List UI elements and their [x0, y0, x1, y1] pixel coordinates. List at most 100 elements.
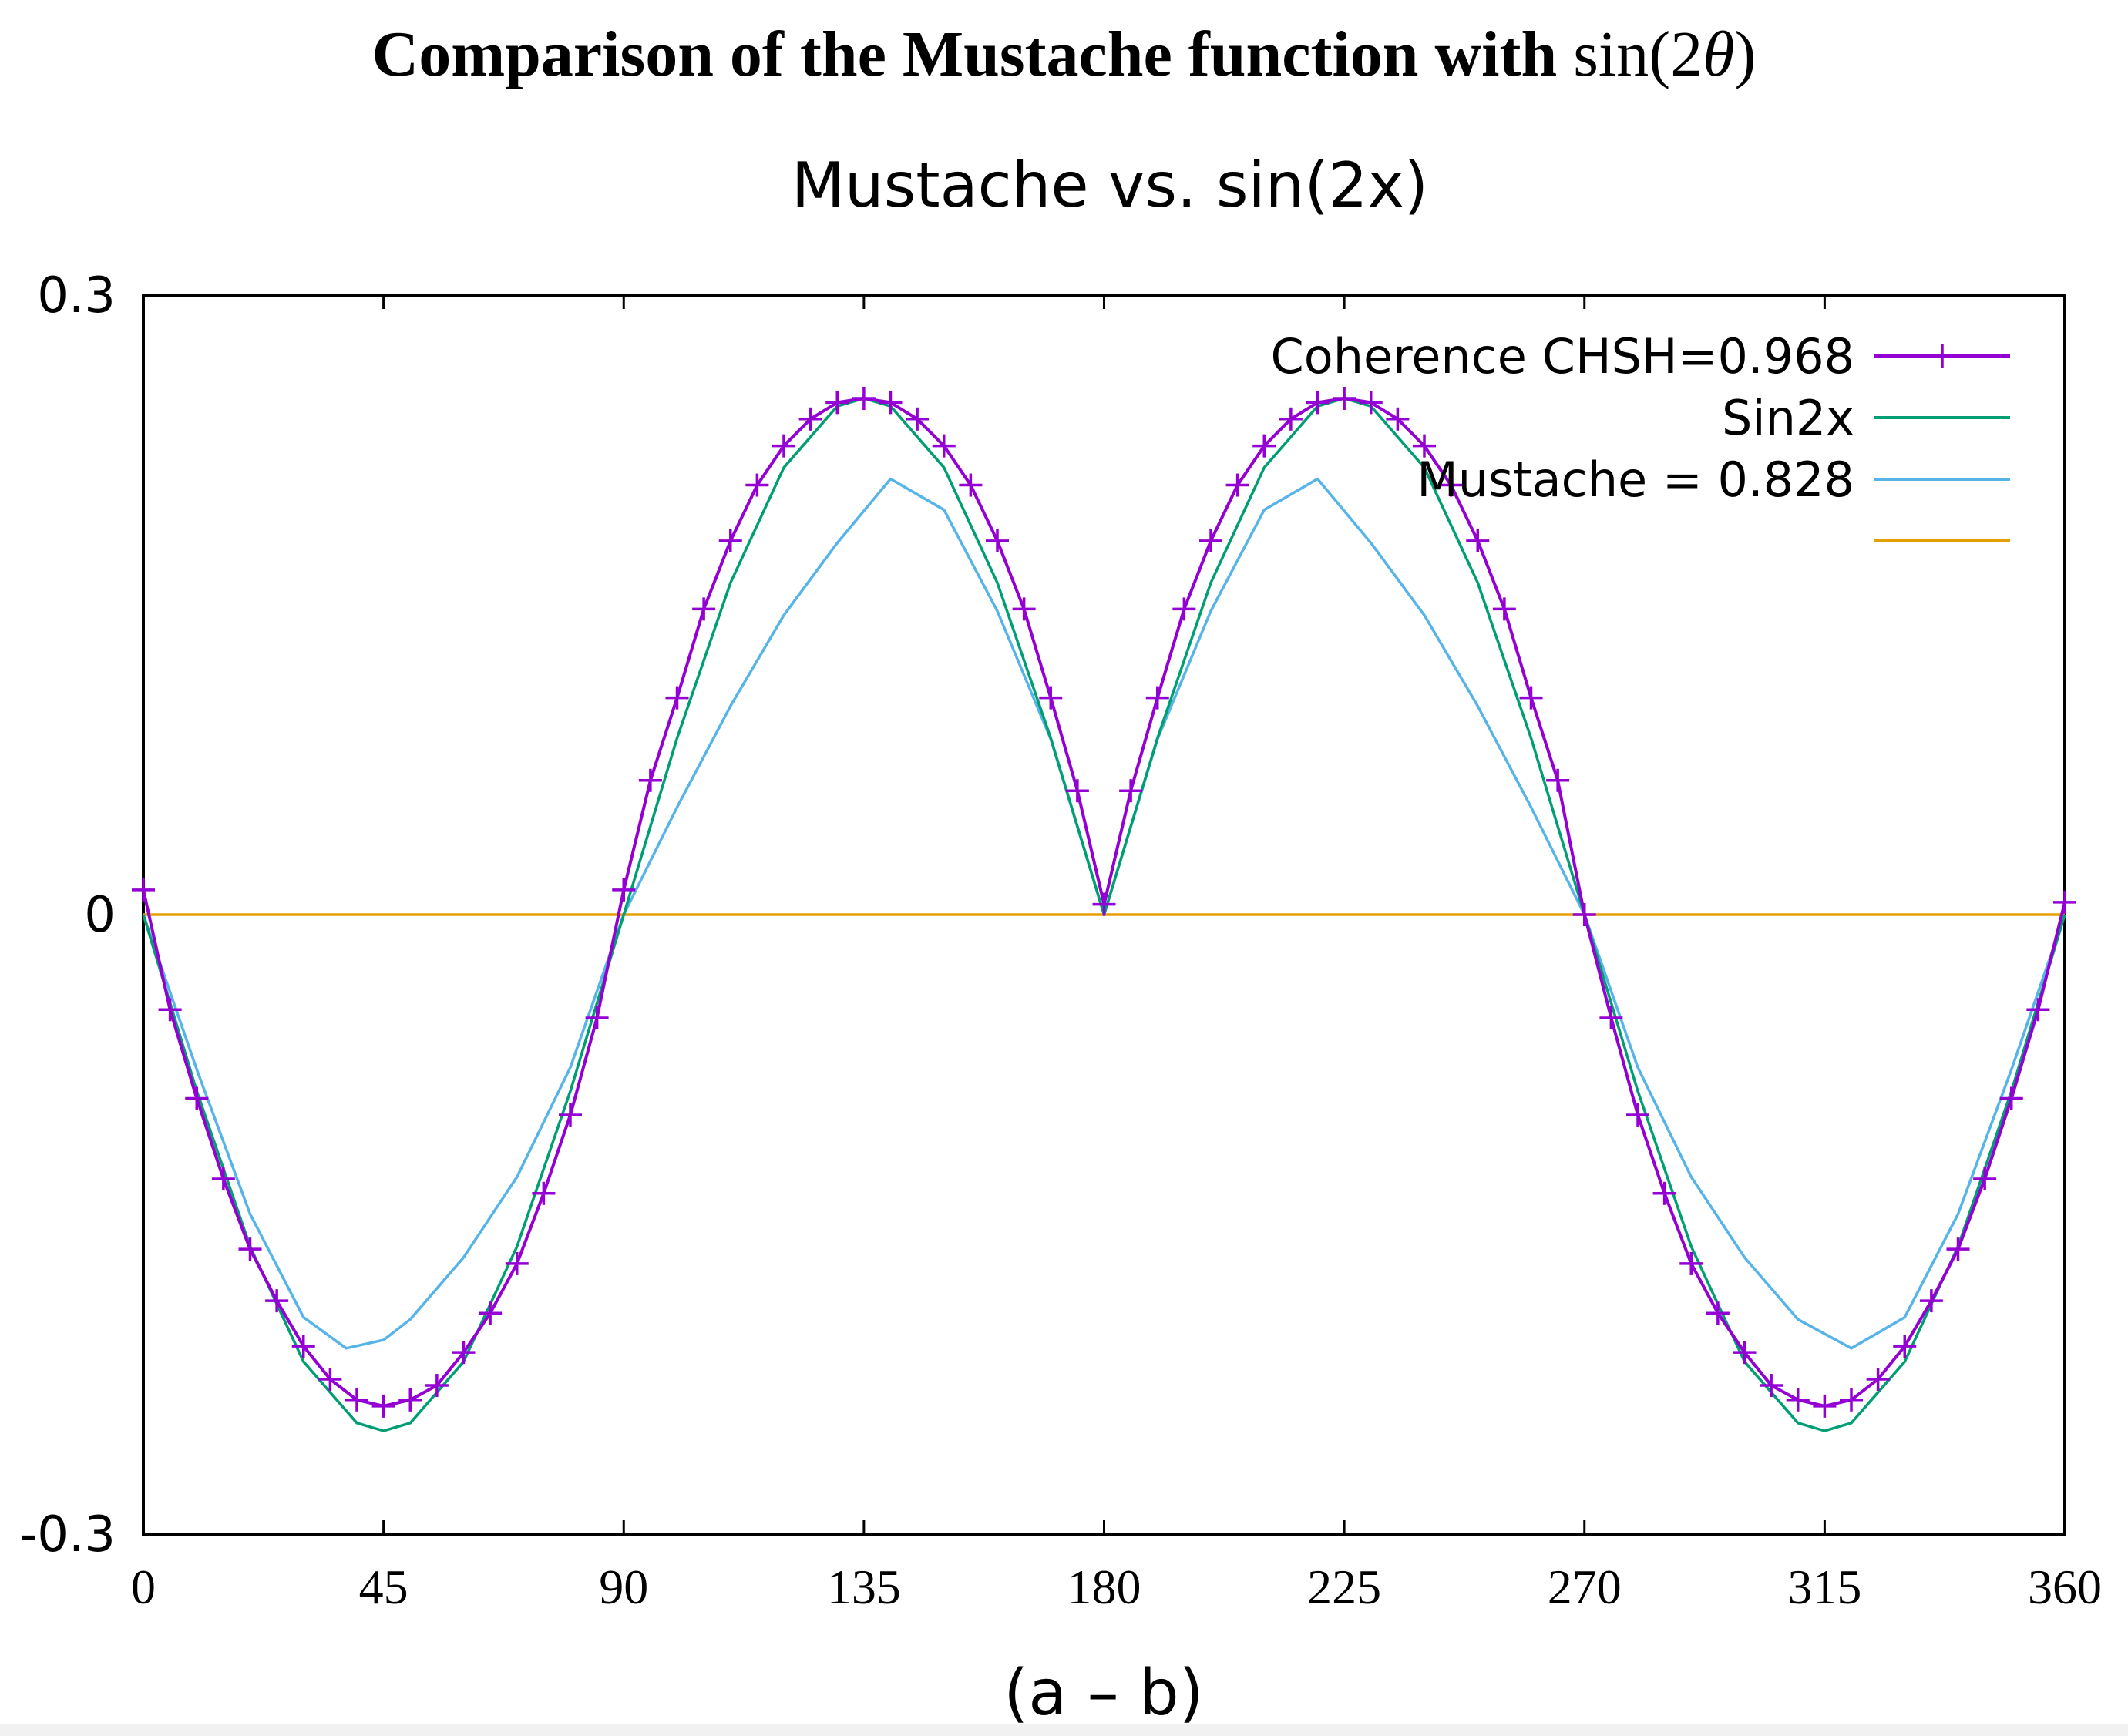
series-point — [158, 998, 182, 1022]
series-point — [559, 1103, 582, 1127]
series-point — [238, 1237, 262, 1261]
series-point — [1306, 391, 1330, 415]
legend: Coherence CHSH=0.968 Sin2x Mustache = 0.82… — [1270, 328, 2010, 542]
series-point — [1199, 529, 1222, 552]
x-tick-label: 180 — [1067, 1560, 1141, 1614]
x-tick-label: 135 — [827, 1560, 901, 1614]
series-point — [1225, 473, 1249, 497]
series-point — [479, 1301, 503, 1325]
series-point — [1866, 1368, 1890, 1391]
legend-label: Coherence CHSH=0.968 — [1270, 328, 1854, 384]
series-point — [906, 407, 930, 431]
series-point — [1999, 1086, 2023, 1110]
series-point — [692, 597, 716, 621]
series-point — [959, 473, 983, 497]
series-point — [2053, 890, 2076, 914]
series-point — [1679, 1251, 1703, 1275]
heading-math-var: θ — [1703, 18, 1735, 90]
series-point — [265, 1289, 289, 1313]
series-point — [1599, 1006, 1623, 1029]
series-point — [1973, 1167, 1997, 1191]
series-point — [772, 434, 795, 458]
markers-layer — [132, 387, 2076, 1418]
series-point — [1813, 1394, 1837, 1418]
series-point — [638, 768, 662, 792]
series-point — [1012, 597, 1036, 621]
x-tick-label: 0 — [131, 1560, 156, 1614]
series-point — [1172, 597, 1196, 621]
legend-label: Sin2x — [1722, 390, 1854, 446]
heading-math-prefix: sin(2 — [1573, 18, 1703, 90]
y-tick-label: 0.3 — [37, 267, 116, 324]
series-point — [986, 529, 1009, 552]
x-axis-label: (a – b) — [1003, 1657, 1203, 1730]
series-point — [852, 387, 876, 410]
series-point — [1386, 407, 1410, 431]
x-tick-label: 225 — [1307, 1560, 1381, 1614]
series-point — [1946, 1237, 1970, 1261]
series-point — [1840, 1388, 1863, 1412]
series-point — [1279, 407, 1303, 431]
ticks-layer: 0 45 90 135 180 225 270 315 360 0.3 0 -0.3 — [19, 267, 2102, 1614]
series-point — [612, 878, 636, 902]
series-point — [1333, 387, 1356, 410]
series-point — [371, 1394, 395, 1418]
series-point — [585, 1006, 609, 1029]
series-point — [665, 686, 689, 710]
series-point — [1145, 686, 1169, 710]
x-tick-label: 360 — [2028, 1560, 2102, 1614]
series-point — [2026, 998, 2050, 1022]
y-tick-label: -0.3 — [19, 1506, 116, 1563]
series-point — [425, 1374, 449, 1398]
series-point — [1733, 1341, 1757, 1365]
series-point — [1706, 1301, 1730, 1325]
series-point — [932, 434, 956, 458]
series-point — [798, 407, 822, 431]
series-point — [1492, 597, 1516, 621]
series-point — [1760, 1374, 1783, 1398]
series-point — [318, 1368, 342, 1391]
series-point — [452, 1341, 476, 1365]
series-point — [132, 878, 155, 902]
series-point — [745, 473, 769, 497]
series-point — [1065, 779, 1089, 803]
chart-title: Mustache vs. sin(2x) — [792, 149, 1428, 221]
y-tick-label: 0 — [84, 887, 116, 944]
heading-math-suffix: ) — [1734, 18, 1757, 90]
series-point — [1786, 1388, 1810, 1412]
figure-heading-text: Comparison of the Mustache function with — [371, 18, 1574, 90]
figure-heading-math: sin(2θ) — [1573, 18, 1756, 90]
series-point — [1919, 1289, 1943, 1313]
series-point — [825, 391, 849, 415]
series-point — [1572, 903, 1596, 926]
series-point — [291, 1335, 315, 1358]
series-point — [1413, 434, 1436, 458]
series-point — [1626, 1103, 1649, 1127]
bottom-strip — [0, 1724, 2128, 1736]
series-point — [1466, 529, 1490, 552]
series-point — [1893, 1335, 1917, 1358]
series-point — [1652, 1181, 1676, 1205]
series-point — [398, 1388, 422, 1412]
series-point — [1359, 391, 1383, 415]
series-point — [185, 1086, 209, 1110]
series-point — [1119, 779, 1143, 803]
series-point — [1546, 768, 1570, 792]
x-tick-label: 270 — [1548, 1560, 1622, 1614]
series-point — [345, 1388, 368, 1412]
series-point — [718, 529, 742, 552]
series-point — [879, 391, 903, 415]
series-point — [1252, 434, 1276, 458]
series-point — [532, 1181, 556, 1205]
series-point — [505, 1251, 529, 1275]
series-point — [1519, 686, 1543, 710]
figure-heading: Comparison of the Mustache function with… — [0, 17, 2128, 92]
x-tick-label: 45 — [359, 1560, 408, 1614]
series-point — [1092, 892, 1116, 916]
series-point — [211, 1167, 235, 1191]
x-tick-label: 90 — [599, 1560, 648, 1614]
legend-label: Mustache = 0.828 — [1417, 452, 1854, 508]
x-tick-label: 315 — [1787, 1560, 1861, 1614]
series-point — [1439, 473, 1463, 497]
